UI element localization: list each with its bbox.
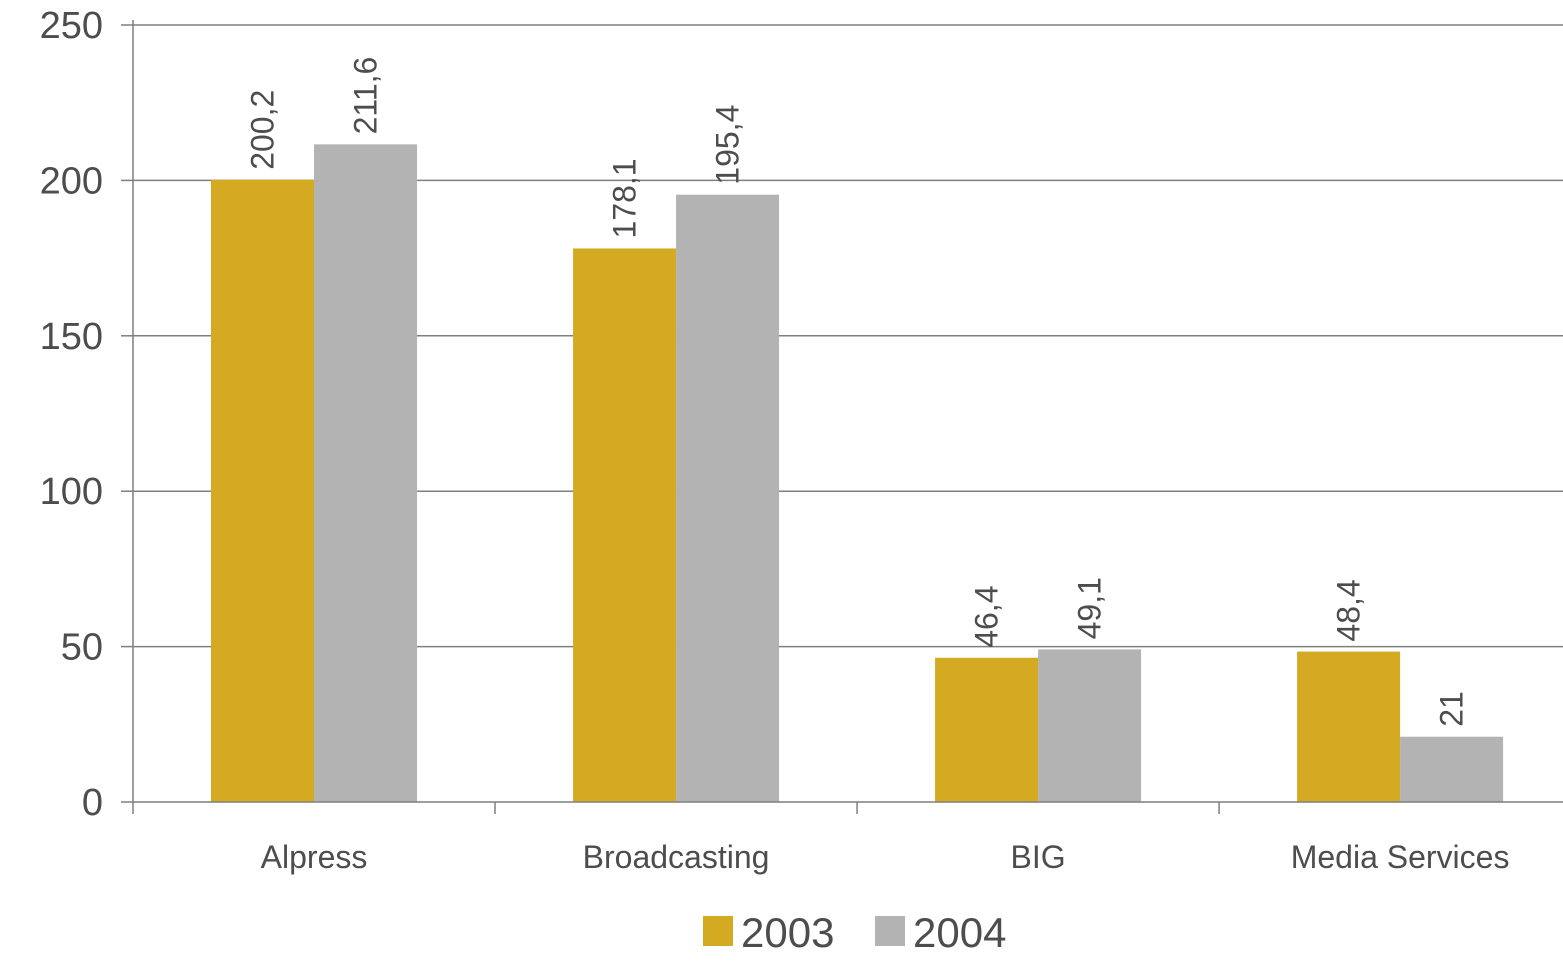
bar-2003-media-services — [1297, 651, 1401, 802]
bar-2003-alpress — [211, 179, 315, 803]
bar-2003-broadcasting — [573, 248, 677, 802]
legend: 2003 2004 — [703, 909, 1006, 956]
x-category-label: Media Services — [1291, 839, 1510, 875]
data-label: 21 — [1434, 691, 1470, 727]
bars — [211, 144, 1504, 803]
data-label: 200,2 — [245, 90, 281, 170]
legend-label-2003: 2003 — [741, 909, 834, 956]
axes — [121, 20, 1563, 814]
data-label: 178,1 — [607, 158, 643, 238]
data-label: 49,1 — [1072, 577, 1108, 639]
y-tick-label: 50 — [61, 627, 103, 669]
bar-2003-big — [935, 657, 1039, 802]
data-label: 211,6 — [348, 57, 384, 135]
y-tick-label: 150 — [40, 316, 103, 358]
legend-swatch-2004 — [875, 916, 905, 946]
x-category-label: Alpress — [261, 839, 368, 875]
y-tick-label: 0 — [82, 782, 103, 824]
y-tick-label: 200 — [40, 160, 103, 202]
legend-swatch-2003 — [703, 916, 733, 946]
labels: 0 50 100 150 200 250 200,2 211,6 Alpress 178,1 195… — [40, 5, 1510, 875]
bar-2004-broadcasting — [676, 194, 780, 803]
data-label: 46,4 — [969, 586, 1005, 648]
legend-label-2004: 2004 — [913, 909, 1006, 956]
y-tick-label: 100 — [40, 471, 103, 513]
x-category-label: Broadcasting — [583, 839, 770, 875]
data-label: 195,4 — [710, 105, 746, 185]
y-tick-label: 250 — [40, 5, 103, 47]
bar-2004-alpress — [314, 144, 418, 803]
bar-2004-big — [1038, 649, 1142, 802]
x-category-label: BIG — [1011, 839, 1066, 875]
data-label: 48,4 — [1331, 579, 1367, 641]
bar-2004-media-services — [1400, 736, 1504, 802]
